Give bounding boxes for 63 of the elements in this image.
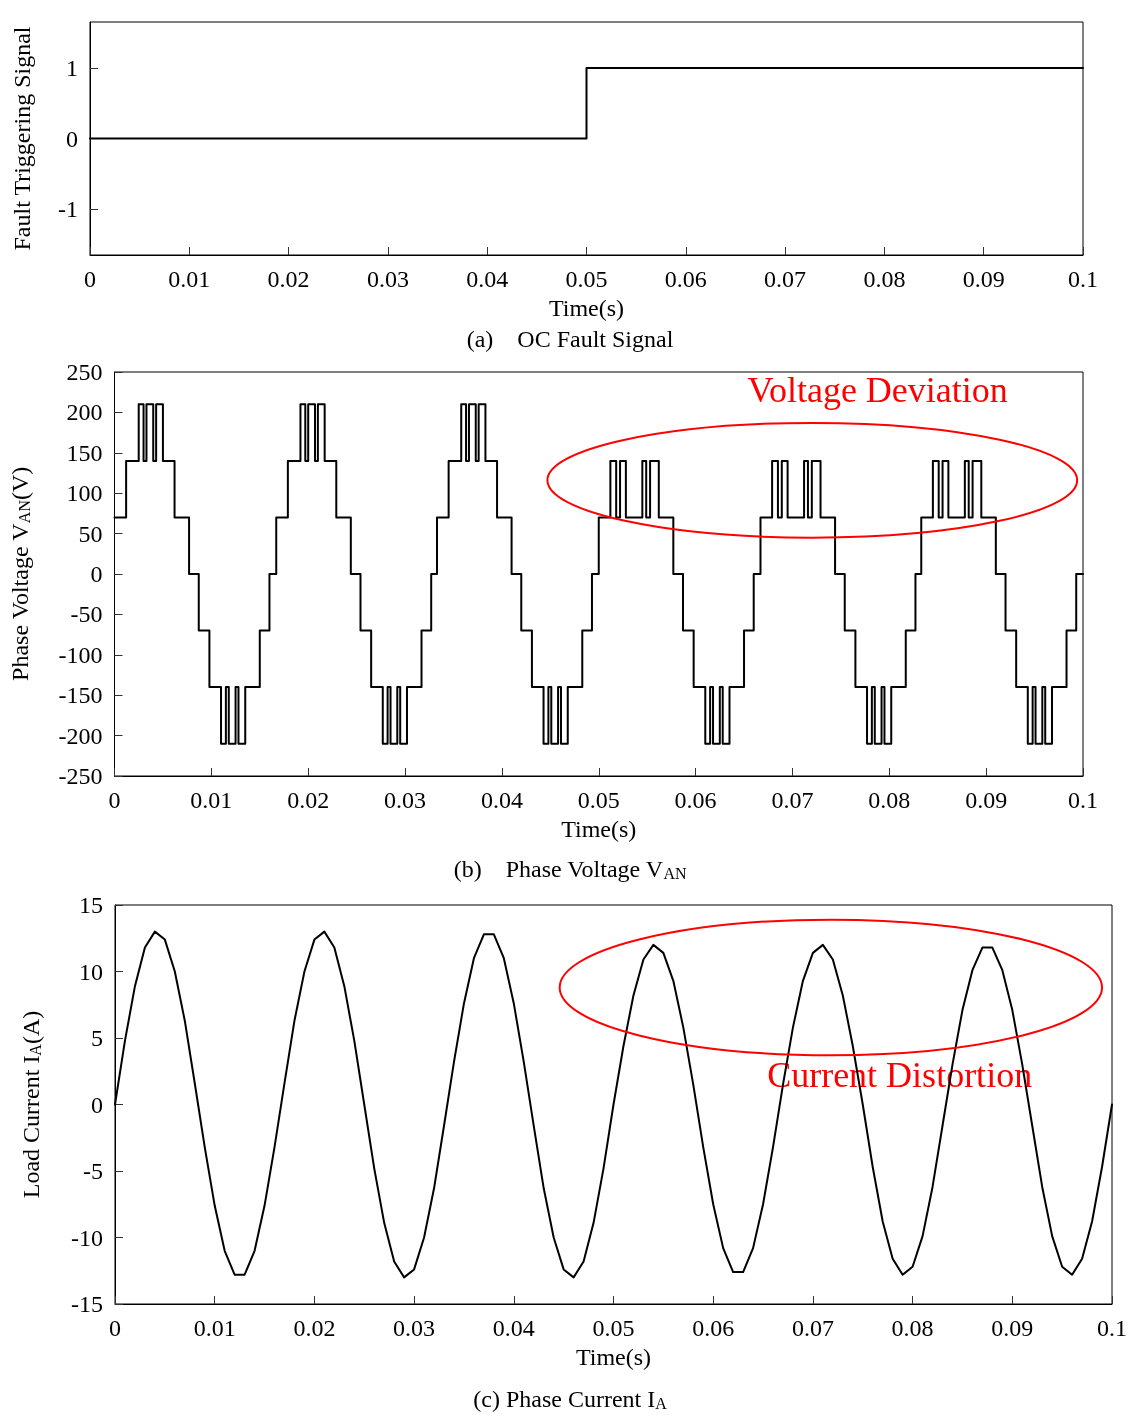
text: (c) Phase Current IA <box>473 1386 668 1412</box>
x-tick-label: 0.09 <box>991 1315 1034 1341</box>
y-tick-label: 10 <box>79 958 103 985</box>
x-tick-label: 0 <box>109 1315 121 1341</box>
y-tick-label: -150 <box>58 682 103 709</box>
x-tick-label: 0.1 <box>1097 1315 1127 1341</box>
x-axis-title: Time(s) <box>548 294 625 321</box>
text: (a) OC Fault Signal <box>466 326 674 352</box>
x-tick-label: 0.08 <box>868 787 911 813</box>
x-tick-label: 0.06 <box>674 787 717 813</box>
text: (b) Phase Voltage VAN <box>453 856 688 882</box>
y-tick-label: 50 <box>78 520 103 547</box>
x-tick-label: 0.09 <box>962 266 1005 292</box>
x-tick-label: 0 <box>108 787 121 813</box>
y-tick-label: 5 <box>91 1025 103 1051</box>
x-tick-label: 0.05 <box>565 266 608 292</box>
x-tick-label: 0.05 <box>592 1315 635 1341</box>
y-tick-label: 200 <box>66 399 103 426</box>
y-tick-label: 1 <box>66 54 78 81</box>
y-axis-title: Phase Voltage VAN(V) <box>7 466 33 681</box>
x-tick-label: 0.09 <box>965 787 1008 813</box>
x-tick-label: 0.03 <box>393 1315 436 1341</box>
y-tick-label: 150 <box>66 439 103 466</box>
x-tick-label: 0.04 <box>466 266 509 292</box>
y-tick-label: 100 <box>66 480 103 507</box>
y-tick-label: -15 <box>71 1291 103 1317</box>
y-tick-label: 0 <box>90 561 103 587</box>
x-tick-label: 0.06 <box>664 266 707 292</box>
x-tick-label: 0.07 <box>764 266 807 292</box>
x-tick-label: 0.05 <box>577 787 620 813</box>
x-tick-label: 0.08 <box>891 1315 934 1341</box>
x-tick-label: 0.04 <box>492 1315 535 1341</box>
y-axis-title: Load Current IA(A) <box>17 1010 44 1199</box>
x-tick-label: 0.03 <box>384 787 427 813</box>
x-tick-label: 0.01 <box>193 1315 236 1341</box>
y-tick-label: -250 <box>58 763 103 789</box>
x-tick-label: 0.07 <box>791 1315 834 1341</box>
x-tick-label: 0.04 <box>480 787 523 813</box>
y-tick-label: -5 <box>83 1158 103 1184</box>
x-tick-label: 0.02 <box>287 787 330 813</box>
x-tick-label: 0.1 <box>1068 266 1098 292</box>
annotation: Voltage Deviation <box>747 369 1008 410</box>
y-tick-label: -10 <box>71 1224 103 1251</box>
y-tick-label: -50 <box>70 601 103 628</box>
y-tick-label: 15 <box>79 892 103 918</box>
x-tick-label: 0.01 <box>190 787 233 813</box>
x-axis-title: Time(s) <box>575 1343 652 1370</box>
x-tick-label: 0.08 <box>863 266 906 292</box>
x-tick-label: 0.02 <box>267 266 310 292</box>
x-tick-label: 0.03 <box>366 266 409 292</box>
y-tick-label: 0 <box>91 1091 103 1118</box>
y-tick-label: -1 <box>58 196 78 223</box>
y-tick-label: 250 <box>66 359 103 385</box>
y-tick-label: -100 <box>58 641 103 668</box>
y-axis-title: Fault Triggering Signal <box>9 26 35 251</box>
x-tick-label: 0.1 <box>1068 787 1098 813</box>
y-tick-label: -200 <box>58 722 103 749</box>
x-tick-label: 0.07 <box>771 787 814 813</box>
x-tick-label: 0.02 <box>293 1315 336 1341</box>
x-tick-label: 0.06 <box>692 1315 735 1341</box>
x-axis-title: Time(s) <box>561 815 637 842</box>
x-tick-label: 0.01 <box>168 266 211 292</box>
y-tick-label: 0 <box>66 125 78 152</box>
